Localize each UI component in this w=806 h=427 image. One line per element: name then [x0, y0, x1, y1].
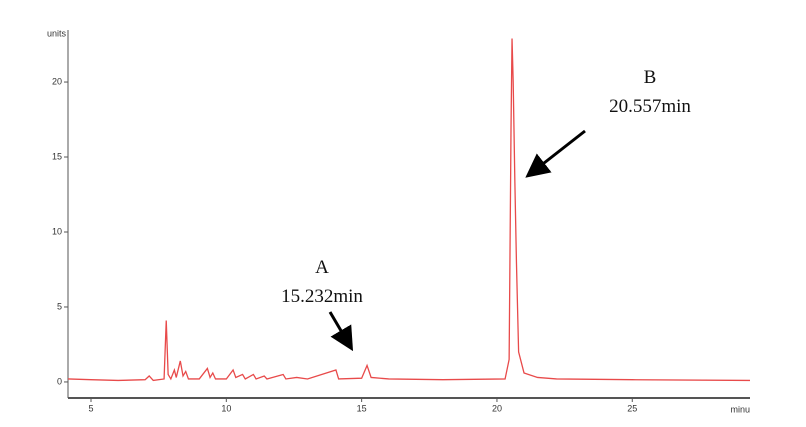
x-tick-label: 25 [627, 403, 637, 413]
chromatogram-line [67, 38, 751, 382]
y-tick-label: 10 [52, 226, 62, 236]
x-tick-label: 20 [492, 403, 502, 413]
annotation: B [644, 67, 657, 88]
x-tick-label: 5 [88, 403, 93, 413]
annotation: A [315, 257, 329, 278]
annotation: 20.557min [609, 96, 691, 117]
arrow [525, 129, 586, 178]
y-axis-label: units [47, 28, 67, 38]
y-tick-label: 20 [52, 76, 62, 86]
annotation: 15.232min [281, 286, 363, 307]
x-axis-label: minu [730, 404, 750, 414]
x-tick-label: 10 [221, 403, 231, 413]
y-tick-label: 5 [57, 301, 62, 311]
y-tick-label: 0 [57, 376, 62, 386]
x-tick-label: 15 [357, 403, 367, 413]
arrow [328, 311, 354, 352]
y-tick-label: 15 [52, 151, 62, 161]
